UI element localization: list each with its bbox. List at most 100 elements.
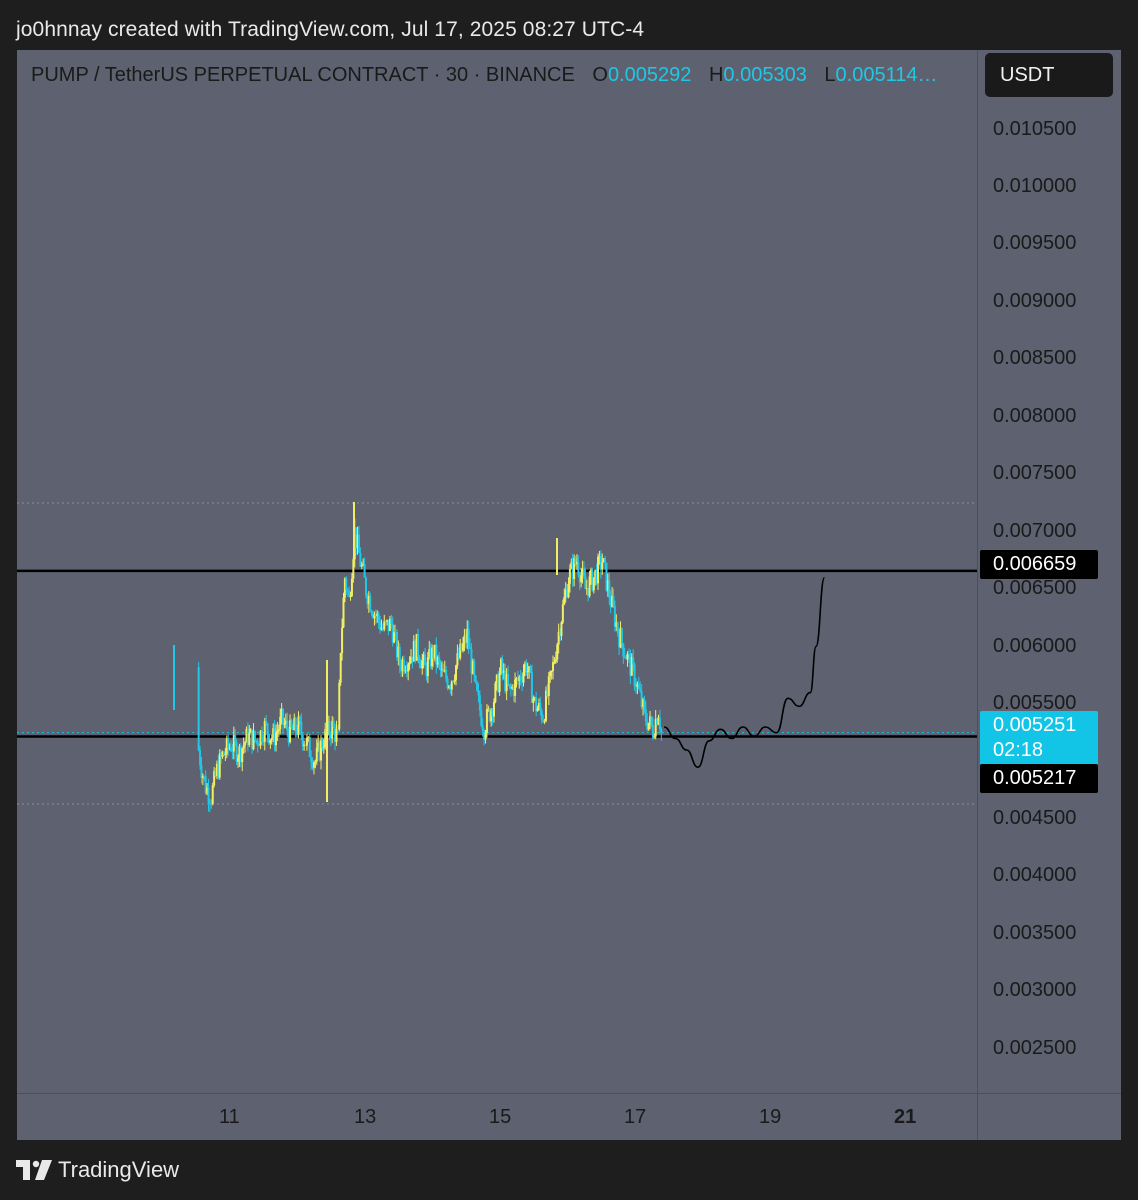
projection-path [663,576,826,769]
candle-body [651,724,654,738]
low-label: L [824,64,836,86]
candle-body [272,728,275,739]
candle-body [571,562,574,580]
candle-body [612,595,615,606]
candle-body [511,686,514,689]
candle-body [355,527,358,548]
candle-body [521,680,524,683]
candle-body [464,635,467,643]
price-tick-label: 0.006000 [993,634,1077,657]
candle-body [242,745,245,749]
candle-body [484,732,487,740]
candle-body [407,664,410,672]
candle-body [577,562,580,575]
candle-body [419,663,422,669]
candle-body [429,649,432,667]
candle-body [234,735,237,743]
candle-body [208,802,211,804]
candle-body [446,678,449,689]
candle-body [540,710,543,721]
candle-body [324,729,327,748]
candle-body [632,657,635,665]
candle-body [619,628,622,648]
candle-body [623,656,626,658]
candle-body [282,708,285,725]
candle-body [542,720,545,722]
candle-body [535,697,538,712]
candle-body [644,708,647,722]
time-axis-divider [17,1093,1121,1094]
candle-body [357,534,360,553]
candle-body [342,597,345,628]
symbol-legend[interactable]: PUMP / TetherUS PERPETUAL CONTRACT · 30 … [31,64,937,87]
candle-body [336,729,339,731]
candle-body [307,737,310,739]
candle-body [393,631,396,643]
candle-body [401,659,404,672]
open-label: O [592,64,608,86]
candle-body [639,688,642,692]
price-axis-divider [977,50,978,1140]
price-tick-label: 0.004000 [993,864,1077,887]
candle-body [294,718,297,732]
candle-body [421,660,424,669]
candle-body [532,698,535,703]
candle-body [470,649,473,675]
candle-body [362,563,365,566]
resistance-price-tag: 0.006659 [980,550,1098,579]
candle-body [498,673,501,692]
candle-body [387,619,390,631]
candle-body [298,716,301,722]
candle-body [530,671,533,703]
candle-body [462,643,465,651]
candle-body [435,644,438,665]
candle-body [581,568,584,576]
candle-body [553,661,556,663]
candle-body [279,716,282,730]
candle-body [408,662,411,665]
candle-body [457,653,460,659]
price-tick-label: 0.008500 [993,347,1077,370]
candle-body [270,738,273,740]
candle-body [372,613,375,619]
candle-body [200,765,203,778]
candle-body [377,613,380,622]
footer-brand[interactable]: TradingView [16,1157,179,1183]
candle-body [507,674,510,685]
candle-body [424,654,427,666]
candle-body [366,595,369,605]
candle-body [350,578,353,597]
candle-body [455,665,457,680]
candle-body [238,746,241,759]
candle-body [564,589,567,597]
candle-body [239,746,242,763]
candle-body [567,583,570,598]
candle-body [633,664,636,687]
candle-body [370,611,373,614]
high-value: 0.005303 [723,64,807,86]
candle-body [608,580,611,598]
candle-body [224,754,227,756]
candle-body [439,662,442,670]
bar-countdown: 02:18 [993,739,1044,761]
candle-body [256,741,259,746]
candle-body [654,718,657,737]
candle-body [415,633,418,661]
candle-body [440,668,443,670]
candle-body [630,657,633,676]
candle-body [594,569,597,578]
candle-body [418,657,421,664]
price-tick-label: 0.003500 [993,921,1077,944]
candle-body [584,576,587,589]
candle-body [360,565,363,567]
candle-body [289,720,292,743]
candle-body [473,661,476,676]
candle-body [570,562,573,569]
candle-body [331,720,334,739]
candle-body [207,787,210,803]
candle-body [627,653,630,655]
currency-unit-button[interactable]: USDT [985,53,1113,97]
candle-body [463,635,466,644]
candle-body [460,643,463,651]
candle-body [588,576,591,597]
